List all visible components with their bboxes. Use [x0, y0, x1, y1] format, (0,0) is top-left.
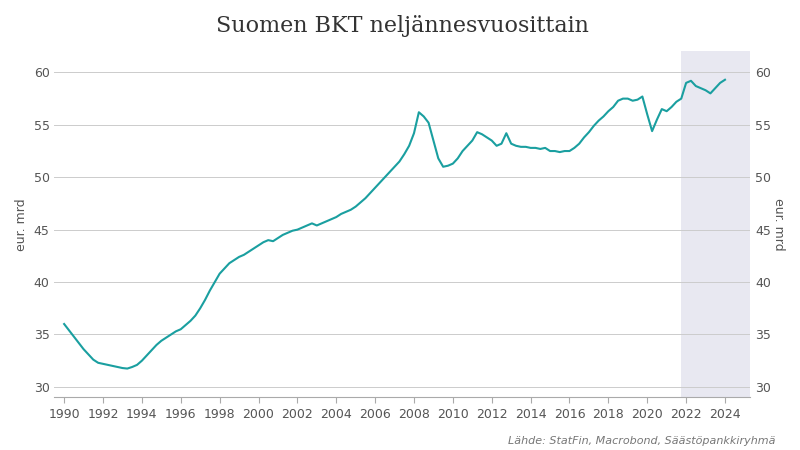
Title: Suomen BKT neljännesvuosittain: Suomen BKT neljännesvuosittain — [216, 15, 589, 37]
Text: Lähde: StatFin, Macrobond, Säästöpankkiryhmä: Lähde: StatFin, Macrobond, Säästöpankkir… — [509, 436, 776, 446]
Bar — [682, 51, 750, 397]
Y-axis label: eur. mrd: eur. mrd — [15, 198, 28, 251]
Y-axis label: eur. mrd: eur. mrd — [772, 198, 785, 251]
